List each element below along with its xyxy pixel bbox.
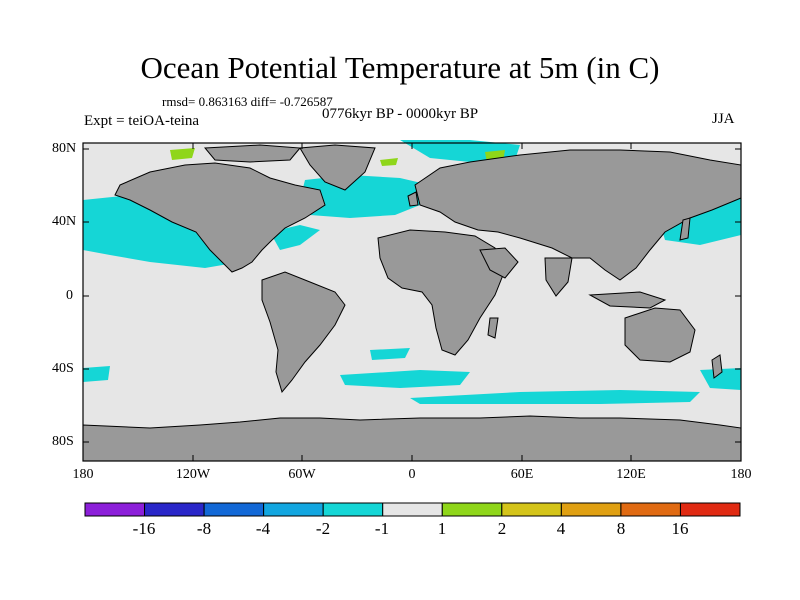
rmsd-diff-stats: rmsd= 0.863163 diff= -0.726587 (162, 94, 333, 109)
north-america-land (114, 162, 326, 273)
southern-atlantic-cool (370, 348, 410, 360)
arabia-land (479, 247, 519, 279)
japan-land (679, 217, 691, 241)
period-label: 0776kyr BP - 0000kyr BP (322, 106, 479, 122)
colorbar-swatch (203, 502, 265, 517)
colorbar-label: -2 (315, 519, 331, 538)
colorbar-label: 16 (671, 519, 689, 538)
axis-ticks (82, 143, 742, 461)
indonesia-land (588, 291, 667, 309)
greenland-land (299, 144, 376, 191)
y-tick-label: 80S (52, 434, 74, 449)
colorbar-swatch (382, 502, 443, 517)
colorbar-swatch (679, 502, 741, 517)
plot-title: Ocean Potential Temperature at 5m (in C) (140, 50, 660, 85)
x-tick-label: 180 (730, 467, 752, 482)
season-label: JJA (712, 111, 735, 127)
colorbar-swatch (441, 502, 503, 517)
south-america-land (261, 271, 346, 394)
north-atlantic-cool (300, 175, 430, 218)
x-tick-label: 60W (288, 467, 316, 482)
colorbar-label: 4 (556, 519, 566, 538)
experiment-label: Expt = teiOA-teina (84, 113, 200, 129)
colorbar-swatch (263, 502, 324, 517)
eurasia-land (414, 149, 742, 281)
arctic-warm-3 (380, 158, 398, 166)
madagascar-land (487, 317, 499, 339)
colorbar-swatch (322, 502, 384, 517)
colorbar-label: 2 (497, 519, 507, 538)
colorbar-swatch (144, 502, 205, 517)
colorbar-swatch (620, 502, 681, 517)
australia-land (624, 307, 696, 363)
x-tick-label: 120E (616, 467, 646, 482)
india-land (544, 257, 573, 297)
colorbar-swatch (84, 502, 146, 517)
arctic-islands-land (203, 144, 302, 163)
colorbar (84, 502, 741, 517)
colorbar-label: -8 (196, 519, 212, 538)
colorbar-label: -4 (255, 519, 271, 538)
colorbar-label: 1 (437, 519, 447, 538)
uk-land (407, 191, 419, 207)
colorbar-label: -1 (374, 519, 390, 538)
colorbar-swatch (501, 502, 562, 517)
colorbar-swatch (560, 502, 622, 517)
colorbar-label: -16 (132, 519, 156, 538)
arctic-warm-1 (170, 148, 195, 160)
land-masses (82, 144, 742, 462)
y-tick-label: 80N (52, 141, 77, 156)
atlantic-coast-cool (270, 225, 320, 250)
x-tick-label: 120W (175, 467, 211, 482)
southern-ocean-cool-1 (340, 370, 470, 388)
colorbar-label: 8 (616, 519, 626, 538)
x-tick-label: 60E (510, 467, 534, 482)
southern-ocean-cool-3 (700, 368, 741, 390)
y-tick-label: 40N (52, 214, 77, 229)
africa-land (377, 229, 506, 356)
y-tick-label: 0 (66, 288, 73, 303)
south-pacific-cool (83, 366, 110, 382)
new-zealand-land (711, 354, 723, 379)
x-tick-label: 180 (72, 467, 94, 482)
y-tick-label: 40S (52, 361, 74, 376)
southern-ocean-cool-2 (410, 390, 700, 404)
x-tick-label: 0 (408, 467, 416, 482)
